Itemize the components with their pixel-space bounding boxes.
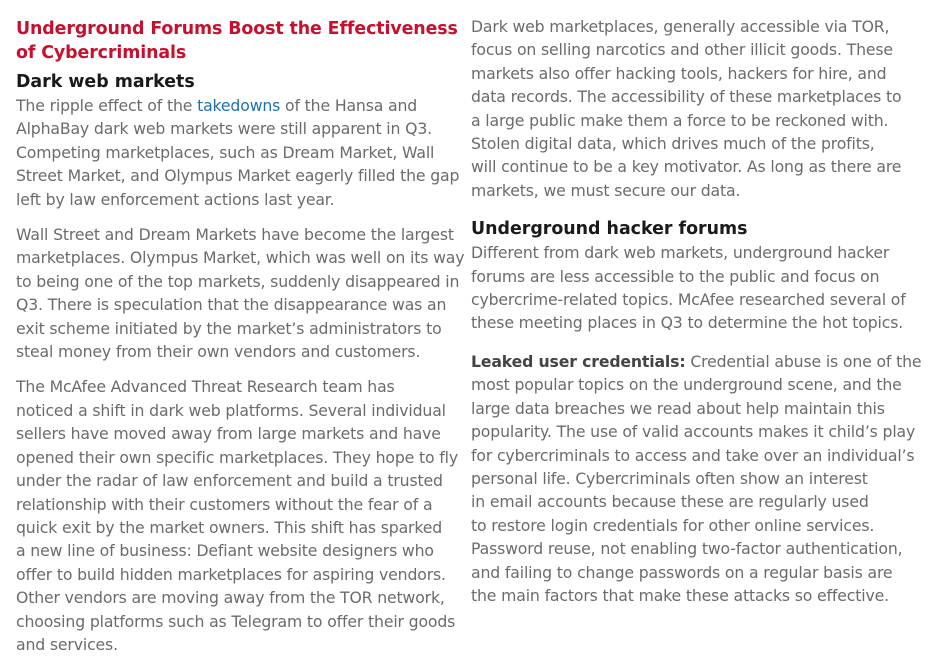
paragraph-line: marketplaces. Olympus Market, which was … <box>16 248 465 268</box>
paragraph-line: under the radar of law enforcement and b… <box>16 471 443 491</box>
text-run: of the Hansa and <box>280 96 418 115</box>
paragraph-line: and services. <box>16 634 118 654</box>
paragraph-line: relationship with their customers withou… <box>16 494 433 514</box>
paragraph-line: Q3. There is speculation that the disapp… <box>16 295 447 315</box>
paragraph-line: Different from dark web markets, undergr… <box>471 243 890 263</box>
left-column: Underground Forums Boost the Effectivene… <box>16 0 465 656</box>
section-title: Underground Forums Boost the Effectivene… <box>16 17 458 65</box>
paragraph-research-team: The McAfee Advanced Threat Research team… <box>16 375 459 656</box>
paragraph-line: left by law enforcement actions last yea… <box>16 189 335 209</box>
section-title-line-2: of Cybercriminals <box>16 43 187 63</box>
paragraph-line: personal life. Cybercriminals often show… <box>471 468 868 488</box>
paragraph-line: exit scheme initiated by the market’s ad… <box>16 318 442 338</box>
paragraph-line: large data breaches we read about help m… <box>471 398 885 418</box>
paragraph-line: will continue to be a key motivator. As … <box>471 157 902 177</box>
text-run: Credential abuse is one of the <box>685 351 922 371</box>
paragraph-line: a new line of business: Defiant website … <box>16 541 434 561</box>
paragraph-largest-marketplaces: Wall Street and Dream Markets have becom… <box>16 223 465 363</box>
paragraph-line: these meeting places in Q3 to determine … <box>471 313 904 333</box>
paragraph-line: offer to build hidden marketplaces for a… <box>16 564 446 584</box>
paragraph-line: popularity. The use of valid accounts ma… <box>471 422 916 442</box>
section-title-line-1: Underground Forums Boost the Effectivene… <box>16 19 458 39</box>
paragraph-line: The McAfee Advanced Threat Research team… <box>16 377 395 397</box>
paragraph-line: in email accounts because these are regu… <box>471 492 869 512</box>
paragraph-line: Competing marketplaces, such as Dream Ma… <box>16 142 435 162</box>
paragraph-line: Wall Street and Dream Markets have becom… <box>16 225 454 245</box>
paragraph-line: AlphaBay dark web markets were still app… <box>16 119 432 139</box>
leaked-credentials-label: Leaked user credentials: <box>471 351 686 371</box>
paragraph-line: Password reuse, not enabling two-factor … <box>471 539 903 559</box>
paragraph-hacker-forums: Different from dark web markets, undergr… <box>471 241 911 335</box>
paragraph-dark-web-marketplaces: Dark web marketplaces, generally accessi… <box>471 15 911 202</box>
paragraph-line: Other vendors are moving away from the T… <box>16 588 445 608</box>
paragraph-line: to being one of the top markets, suddenl… <box>16 271 460 291</box>
paragraph-line: Street Market, and Olympus Market eagerl… <box>16 166 460 186</box>
paragraph-line: Leaked user credentials: Credential abus… <box>471 350 922 373</box>
paragraph-line: The ripple effect of the takedowns of th… <box>16 94 456 117</box>
paragraph-line: sellers have moved away from large marke… <box>16 424 441 444</box>
paragraph-leaked-credentials: Leaked user credentials: Credential abus… <box>471 350 922 607</box>
paragraph-line: cybercrime-related topics. McAfee resear… <box>471 290 906 310</box>
paragraph-line: quick exit by the market owners. This sh… <box>16 517 443 537</box>
paragraph-line: focus on selling narcotics and other ill… <box>471 40 893 60</box>
paragraph-line: to restore login credentials for other o… <box>471 515 875 535</box>
paragraph-line: and failing to change passwords on a reg… <box>471 562 893 582</box>
paragraph-ripple-effect: The ripple effect of the takedowns of th… <box>16 94 460 211</box>
paragraph-line: for cybercriminals to access and take ov… <box>471 445 915 465</box>
subhead-underground-hacker-forums: Underground hacker forums <box>471 219 748 240</box>
paragraph-line: markets also offer hacking tools, hacker… <box>471 63 887 83</box>
paragraph-line: Stolen digital data, which drives much o… <box>471 134 875 154</box>
paragraph-line: forums are less accessible to the public… <box>471 266 880 286</box>
paragraph-line: opened their own specific marketplaces. … <box>16 447 459 467</box>
paragraph-line: Dark web marketplaces, generally accessi… <box>471 17 890 36</box>
text-run: The ripple effect of the <box>16 96 198 115</box>
paragraph-line: noticed a shift in dark web platforms. S… <box>16 400 446 420</box>
paragraph-line: choosing platforms such as Telegram to o… <box>16 611 456 631</box>
paragraph-line: most popular topics on the underground s… <box>471 375 902 395</box>
right-column: Dark web marketplaces, generally accessi… <box>471 0 922 607</box>
takedowns-link[interactable]: takedowns <box>197 96 281 115</box>
subhead-dark-web-markets: Dark web markets <box>16 72 195 92</box>
paragraph-line: a large public make them a force to be r… <box>471 110 889 130</box>
paragraph-line: the main factors that make these attacks… <box>471 585 889 605</box>
paragraph-line: steal money from their own vendors and c… <box>16 342 421 362</box>
paragraph-line: markets, we must secure our data. <box>471 180 741 200</box>
paragraph-line: data records. The accessibility of these… <box>471 87 902 107</box>
